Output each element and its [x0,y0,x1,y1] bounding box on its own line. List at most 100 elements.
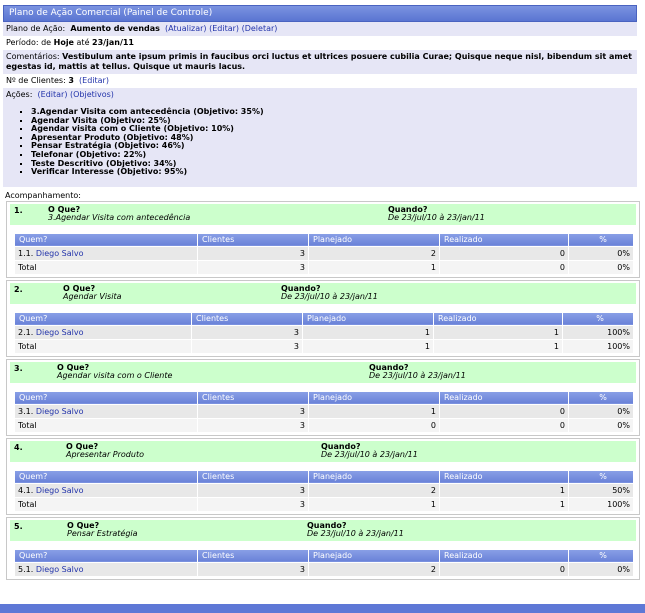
total-label: Total [14,496,198,512]
total-planejado: 1 [308,496,440,512]
col-pct: % [568,548,634,563]
action-number: 1. [14,205,23,215]
oque-value: Pensar Estratégia [67,529,138,539]
quando-value: De 23/jul/10 à 23/jan/11 [369,371,466,381]
action-block: 3. O Que? Agendar visita com o Cliente Q… [6,358,640,436]
total-clientes: 3 [197,417,309,433]
col-pct: % [568,469,634,484]
bottom-scrollbar[interactable] [0,604,645,613]
periodo-inicio: Hoje [53,38,74,47]
quem-link[interactable]: Diego Salvo [35,327,84,337]
quem-cell: 4.1. Diego Salvo [14,482,198,498]
total-pct: 100% [562,338,634,354]
action-number: 5. [14,521,23,531]
realizado-cell: 0 [439,245,569,261]
total-label: Total [14,259,198,275]
clientes-cell: 3 [197,482,309,498]
action-table: Quem? Clientes Planejado Realizado % 1.1… [14,232,634,275]
oque-value: Agendar visita com o Cliente [57,371,173,381]
total-row: Total 3 1 0 0% [14,259,634,275]
clientes-cell: 3 [197,403,309,419]
action-number: 4. [14,442,23,452]
pct-cell: 50% [568,482,634,498]
atualizar-link[interactable]: (Atualizar) [165,24,207,33]
quem-link[interactable]: Diego Salvo [35,406,84,416]
editar-plano-link[interactable]: (Editar) [209,24,240,33]
planejado-cell: 2 [308,245,440,261]
col-realizado: Realizado [439,548,569,563]
col-quem: Quem? [14,232,198,247]
acoes-row: Ações: (Editar) (Objetivos) [3,88,637,102]
oque-cell: O Que? Pensar Estratégia [67,520,307,541]
total-pct: 0% [568,417,634,433]
row-index: 5.1. [18,564,34,574]
pct-cell: 0% [568,561,634,577]
col-realizado: Realizado [439,390,569,405]
clientes-row: Nº de Clientes: 3 (Editar) [3,74,637,88]
comentarios-label: Comentários: [6,52,60,61]
table-header: Quem? Clientes Planejado Realizado % [14,548,634,563]
quem-cell: 2.1. Diego Salvo [14,324,192,340]
quando-label: Quando? [388,204,428,214]
action-block: 4. O Que? Apresentar Produto Quando? De … [6,437,640,515]
table-header: Quem? Clientes Planejado Realizado % [14,390,634,405]
control-panel: Plano de Ação Comercial (Painel de Contr… [3,5,640,582]
oque-cell: O Que? Apresentar Produto [66,441,321,462]
oque-cell: O Que? Agendar Visita [63,283,281,304]
objetivos-link[interactable]: (Objetivos) [70,90,114,99]
total-pct: 100% [568,496,634,512]
action-number: 2. [14,284,23,294]
quem-link[interactable]: Diego Salvo [35,564,84,574]
table-header: Quem? Clientes Planejado Realizado % [14,311,634,326]
col-clientes: Clientes [197,232,309,247]
table-row: 5.1. Diego Salvo 3 2 0 0% [14,561,634,577]
planejado-cell: 2 [308,561,440,577]
table-header: Quem? Clientes Planejado Realizado % [14,469,634,484]
planejado-cell: 1 [302,324,434,340]
col-pct: % [562,311,634,326]
editar-clientes-link[interactable]: (Editar) [79,76,109,85]
realizado-cell: 0 [439,403,569,419]
col-quem: Quem? [14,311,192,326]
total-clientes: 3 [191,338,303,354]
quem-cell: 5.1. Diego Salvo [14,561,198,577]
comentarios-row: Comentários: Vestibulum ante ipsum primi… [3,50,637,74]
col-realizado: Realizado [433,311,563,326]
oque-value: 3.Agendar Visita com antecedência [48,213,191,223]
quem-link[interactable]: Diego Salvo [35,248,84,258]
action-block: 2. O Que? Agendar Visita Quando? De 23/j… [6,279,640,357]
action-table: Quem? Clientes Planejado Realizado % 3.1… [14,390,634,433]
total-pct: 0% [568,259,634,275]
row-index: 3.1. [18,406,34,416]
quando-value: De 23/jul/10 à 23/jan/11 [281,292,378,302]
total-clientes: 3 [197,496,309,512]
action-header: 3. O Que? Agendar visita com o Cliente Q… [10,361,636,383]
quem-cell: 1.1. Diego Salvo [14,245,198,261]
quem-link[interactable]: Diego Salvo [35,485,84,495]
col-realizado: Realizado [439,232,569,247]
periodo-row: Período: de Hoje até 23/jan/11 [3,36,637,50]
total-realizado: 0 [439,417,569,433]
quando-value: De 23/jul/10 à 23/jan/11 [307,529,404,539]
table-row: 3.1. Diego Salvo 3 1 0 0% [14,403,634,419]
acao-item: Teste Descritivo (Objetivo: 34%) [31,159,637,169]
plano-label: Plano de Ação: [6,24,66,33]
quando-cell: Quando? De 23/jul/10 à 23/jan/11 [388,204,485,225]
col-planejado: Planejado [308,469,440,484]
table-row: 2.1. Diego Salvo 3 1 1 100% [14,324,634,340]
oque-value: Apresentar Produto [66,450,144,460]
quando-cell: Quando? De 23/jul/10 à 23/jan/11 [281,283,378,304]
oque-cell: O Que? Agendar visita com o Cliente [57,362,369,383]
acao-item: Telefonar (Objetivo: 22%) [31,150,637,160]
realizado-cell: 0 [439,561,569,577]
table-row: 4.1. Diego Salvo 3 2 1 50% [14,482,634,498]
oque-label: O Que? [48,204,81,214]
total-planejado: 1 [308,259,440,275]
plano-row: Plano de Ação: Aumento de vendas (Atuali… [3,22,637,36]
editar-acoes-link[interactable]: (Editar) [37,90,68,99]
col-planejado: Planejado [308,390,440,405]
deletar-link[interactable]: (Deletar) [241,24,278,33]
action-header: 4. O Que? Apresentar Produto Quando? De … [10,440,636,462]
realizado-cell: 1 [439,482,569,498]
col-planejado: Planejado [302,311,434,326]
